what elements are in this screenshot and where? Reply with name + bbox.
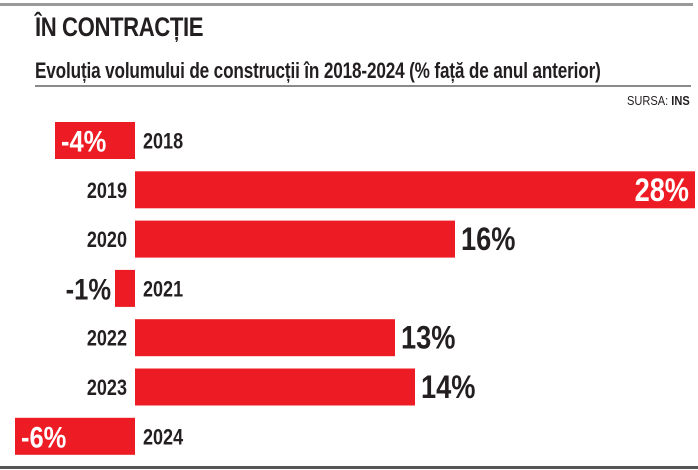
year-label-2022: 2022 (87, 327, 127, 351)
year-label-2023: 2023 (87, 376, 127, 400)
bar-2018 (55, 122, 135, 159)
year-label-2019: 2019 (87, 179, 127, 203)
source-label: SURSA: (627, 93, 672, 108)
subtitle-rule (35, 85, 691, 87)
bar-2023 (135, 368, 415, 406)
bar-2022 (135, 319, 395, 357)
value-label-2024: -6% (21, 420, 67, 453)
value-label-2020: 16% (461, 222, 515, 258)
bottom-rule (0, 466, 698, 469)
value-label-2022: 13% (401, 321, 455, 357)
value-label-2021: -1% (66, 272, 112, 305)
chart-subtitle: Evoluția volumului de construcții în 201… (35, 58, 601, 83)
year-label-2020: 2020 (87, 229, 127, 253)
bar-2020 (135, 220, 455, 258)
bar-2019 (135, 171, 695, 209)
value-label-2023: 14% (421, 370, 475, 406)
source-name: INS (671, 93, 690, 108)
value-label-2019: 28% (635, 173, 689, 209)
year-label-2021: 2021 (143, 278, 183, 302)
year-label-2018: 2018 (143, 130, 183, 154)
year-label-2024: 2024 (143, 426, 184, 450)
chart-title: ÎN CONTRACȚIE (35, 12, 204, 42)
top-rule (0, 3, 693, 6)
bar-2024 (15, 417, 135, 455)
value-label-2018: -4% (61, 125, 107, 158)
source-credit: SURSA: INS (627, 93, 690, 108)
bar-2021 (115, 269, 135, 307)
